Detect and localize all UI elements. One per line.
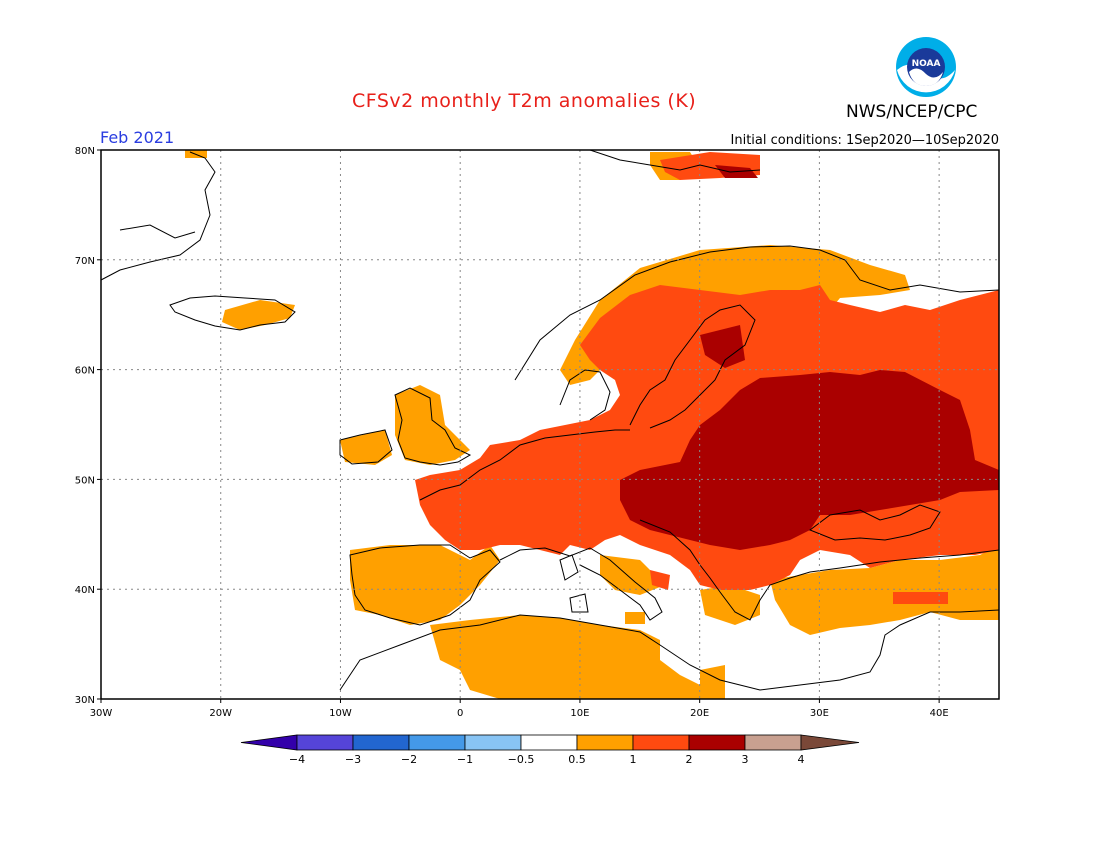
colorbar-label: 4 (798, 753, 805, 766)
lon-tick-label: 30E (810, 708, 829, 719)
map-frame (100, 149, 1000, 700)
lat-tick-label: 70N (75, 256, 95, 267)
colorbar-label: 0.5 (568, 753, 586, 766)
colorbar-label: 1 (630, 753, 637, 766)
forecast-period: Feb 2021 (100, 128, 175, 147)
colorbar-swatch (296, 734, 354, 751)
lat-tick-label: 80N (75, 146, 95, 157)
lat-tick-label: 50N (75, 475, 95, 486)
graticule (101, 150, 999, 699)
colorbar-swatch (520, 734, 578, 751)
colorbar-label: 2 (686, 753, 693, 766)
colorbar-label: −0.5 (508, 753, 535, 766)
colorbar-swatch (352, 734, 410, 751)
anomaly-band-0.5-1 (185, 150, 999, 699)
map-axes: 30W 20W 10W 0 10E 20E 30E 40E 80N 70N 60N 50N 40N 30N (75, 146, 949, 719)
lat-tick-label: 40N (75, 585, 95, 596)
colorbar-label: −1 (457, 753, 473, 766)
colorbar: −4 −3 −2 −1 −0.5 0.5 1 2 3 4 (240, 734, 860, 766)
coastlines (101, 150, 999, 691)
colorbar-swatch (408, 734, 466, 751)
lon-tick-label: 30W (90, 708, 113, 719)
anomaly-field (185, 150, 999, 699)
lat-tick-label: 30N (75, 695, 95, 706)
anomaly-band-2-3 (620, 165, 999, 550)
colorbar-swatch (464, 734, 522, 751)
colorbar-arrow-right (800, 734, 860, 751)
lon-tick-label: 0 (457, 708, 463, 719)
lat-tick-label: 60N (75, 366, 95, 377)
colorbar-swatch (688, 734, 746, 751)
colorbar-swatch (632, 734, 690, 751)
lon-tick-label: 20W (209, 708, 232, 719)
lon-tick-label: 20E (690, 708, 709, 719)
initial-conditions: Initial conditions: 1Sep2020—10Sep2020 (730, 133, 999, 148)
colorbar-label: 3 (742, 753, 749, 766)
colorbar-arrow-left (240, 734, 298, 751)
org-label: NWS/NCEP/CPC (846, 102, 978, 122)
colorbar-label: −4 (289, 753, 305, 766)
chart-title: CFSv2 monthly T2m anomalies (K) (352, 90, 697, 112)
lon-tick-label: 10E (570, 708, 589, 719)
lon-tick-label: 40E (930, 708, 949, 719)
colorbar-swatch (576, 734, 634, 751)
colorbar-label: −3 (345, 753, 361, 766)
colorbar-swatch (744, 734, 802, 751)
noaa-logo: NOAA (895, 36, 957, 98)
lon-tick-label: 10W (329, 708, 352, 719)
noaa-logo-text: NOAA (912, 59, 941, 69)
colorbar-label: −2 (401, 753, 417, 766)
